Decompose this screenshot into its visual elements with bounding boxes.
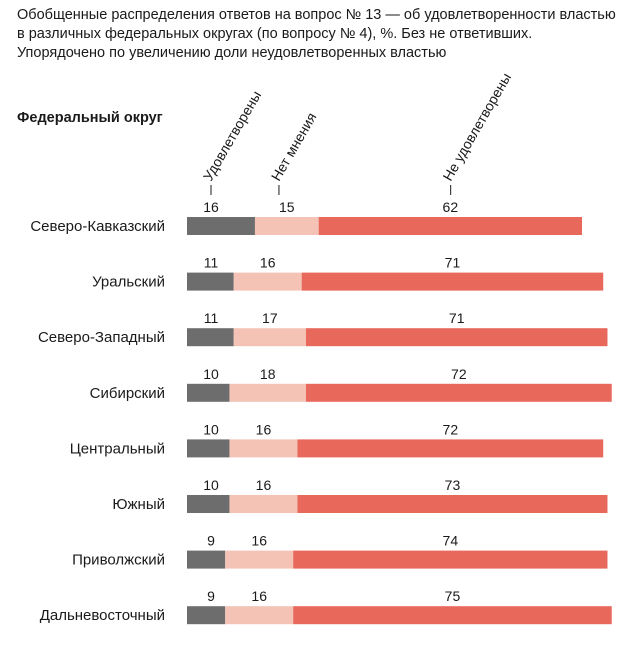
bar-row: Северо-Кавказский 16 15 62 — [30, 199, 582, 235]
legend-удовлетворены: Удовлетворены — [200, 88, 264, 184]
data-label: 71 — [445, 255, 461, 271]
bar-segment-не-удовлетворены — [293, 550, 608, 569]
data-label: 71 — [449, 310, 465, 326]
bar-segment-нет-мнения — [225, 606, 294, 625]
bar-segment-не-удовлетворены — [293, 606, 612, 625]
data-label: 17 — [262, 310, 278, 326]
bar-segment-не-удовлетворены — [318, 217, 582, 235]
bar-segment-удовлетворены — [187, 217, 255, 235]
data-label: 72 — [443, 421, 459, 437]
bar-segment-нет-мнения — [254, 217, 319, 235]
bar-row: Центральный 10 16 72 — [70, 421, 604, 458]
category-label: Уральский — [92, 274, 165, 291]
category-label: Дальневосточный — [40, 607, 165, 624]
data-label: 18 — [260, 366, 276, 382]
data-label: 62 — [443, 199, 459, 215]
data-label: 9 — [207, 588, 215, 604]
category-label: Северо-Западный — [38, 329, 165, 346]
data-label: 73 — [445, 477, 461, 493]
bar-row: Уральский 11 16 71 — [92, 255, 604, 291]
data-label: 16 — [203, 199, 219, 215]
bar-segment-не-удовлетворены — [305, 383, 612, 402]
data-label: 10 — [203, 366, 219, 382]
category-label: Приволжский — [72, 552, 165, 569]
data-label: 11 — [204, 255, 219, 271]
category-label: Центральный — [70, 440, 165, 457]
category-header: Федеральный округ — [17, 110, 163, 126]
title-line-1: Обобщенные распределения ответов на вопр… — [17, 7, 616, 23]
bar-segment-удовлетворены — [187, 495, 230, 513]
data-label: 16 — [256, 477, 272, 493]
bar-segment-удовлетворены — [187, 383, 230, 402]
bar-segment-нет-мнения — [229, 495, 298, 513]
bar-segment-не-удовлетворены — [301, 272, 604, 291]
bar-row: Сибирский 10 18 72 — [90, 366, 612, 402]
data-label: 10 — [203, 477, 219, 493]
chart-title: Обобщенные распределения ответов на вопр… — [17, 6, 627, 63]
data-label: 11 — [204, 310, 219, 326]
category-label: Северо-Кавказский — [30, 218, 165, 235]
bar-row: Приволжский 9 16 74 — [72, 533, 608, 569]
data-label: 16 — [251, 533, 267, 549]
data-label: 16 — [251, 588, 267, 604]
bar-row: Северо-Западный 11 17 71 — [38, 310, 608, 347]
data-label: 15 — [279, 199, 295, 215]
bar-row: Южный 10 16 73 — [112, 477, 608, 513]
legend-не-удовлетворены: Не удовлетворены — [439, 70, 514, 183]
bar-segment-не-удовлетворены — [297, 439, 604, 458]
category-label: Сибирский — [90, 385, 165, 402]
data-label: 16 — [256, 421, 272, 437]
bar-segment-нет-мнения — [229, 383, 306, 402]
bar-segment-нет-мнения — [233, 272, 302, 291]
bar-segment-удовлетворены — [187, 550, 226, 569]
bar-segment-удовлетворены — [187, 272, 234, 291]
bar-segment-не-удовлетворены — [297, 495, 608, 513]
bar-segment-удовлетворены — [187, 328, 234, 347]
data-label: 9 — [207, 533, 215, 549]
data-label: 75 — [445, 588, 461, 604]
bar-segment-нет-мнения — [233, 328, 306, 347]
title-line-3: Упорядочено по увеличению доли неудовлет… — [17, 45, 447, 61]
data-label: 74 — [443, 533, 459, 549]
data-label: 10 — [203, 421, 219, 437]
legend-нет-мнения: Нет мнения — [268, 110, 320, 184]
bar-segment-удовлетворены — [187, 439, 230, 458]
legend: Удовлетворены Нет мнения Не удовлетворены — [200, 70, 514, 195]
bar-segment-не-удовлетворены — [305, 328, 608, 347]
bar-row: Дальневосточный 9 16 75 — [40, 588, 612, 625]
bar-segment-удовлетворены — [187, 606, 226, 625]
bar-segment-нет-мнения — [229, 439, 298, 458]
data-label: 16 — [260, 255, 276, 271]
bar-segment-нет-мнения — [225, 550, 294, 569]
category-label: Южный — [112, 496, 165, 513]
title-line-2: в различных федеральных округах (по вопр… — [17, 26, 533, 42]
data-label: 72 — [451, 366, 467, 382]
